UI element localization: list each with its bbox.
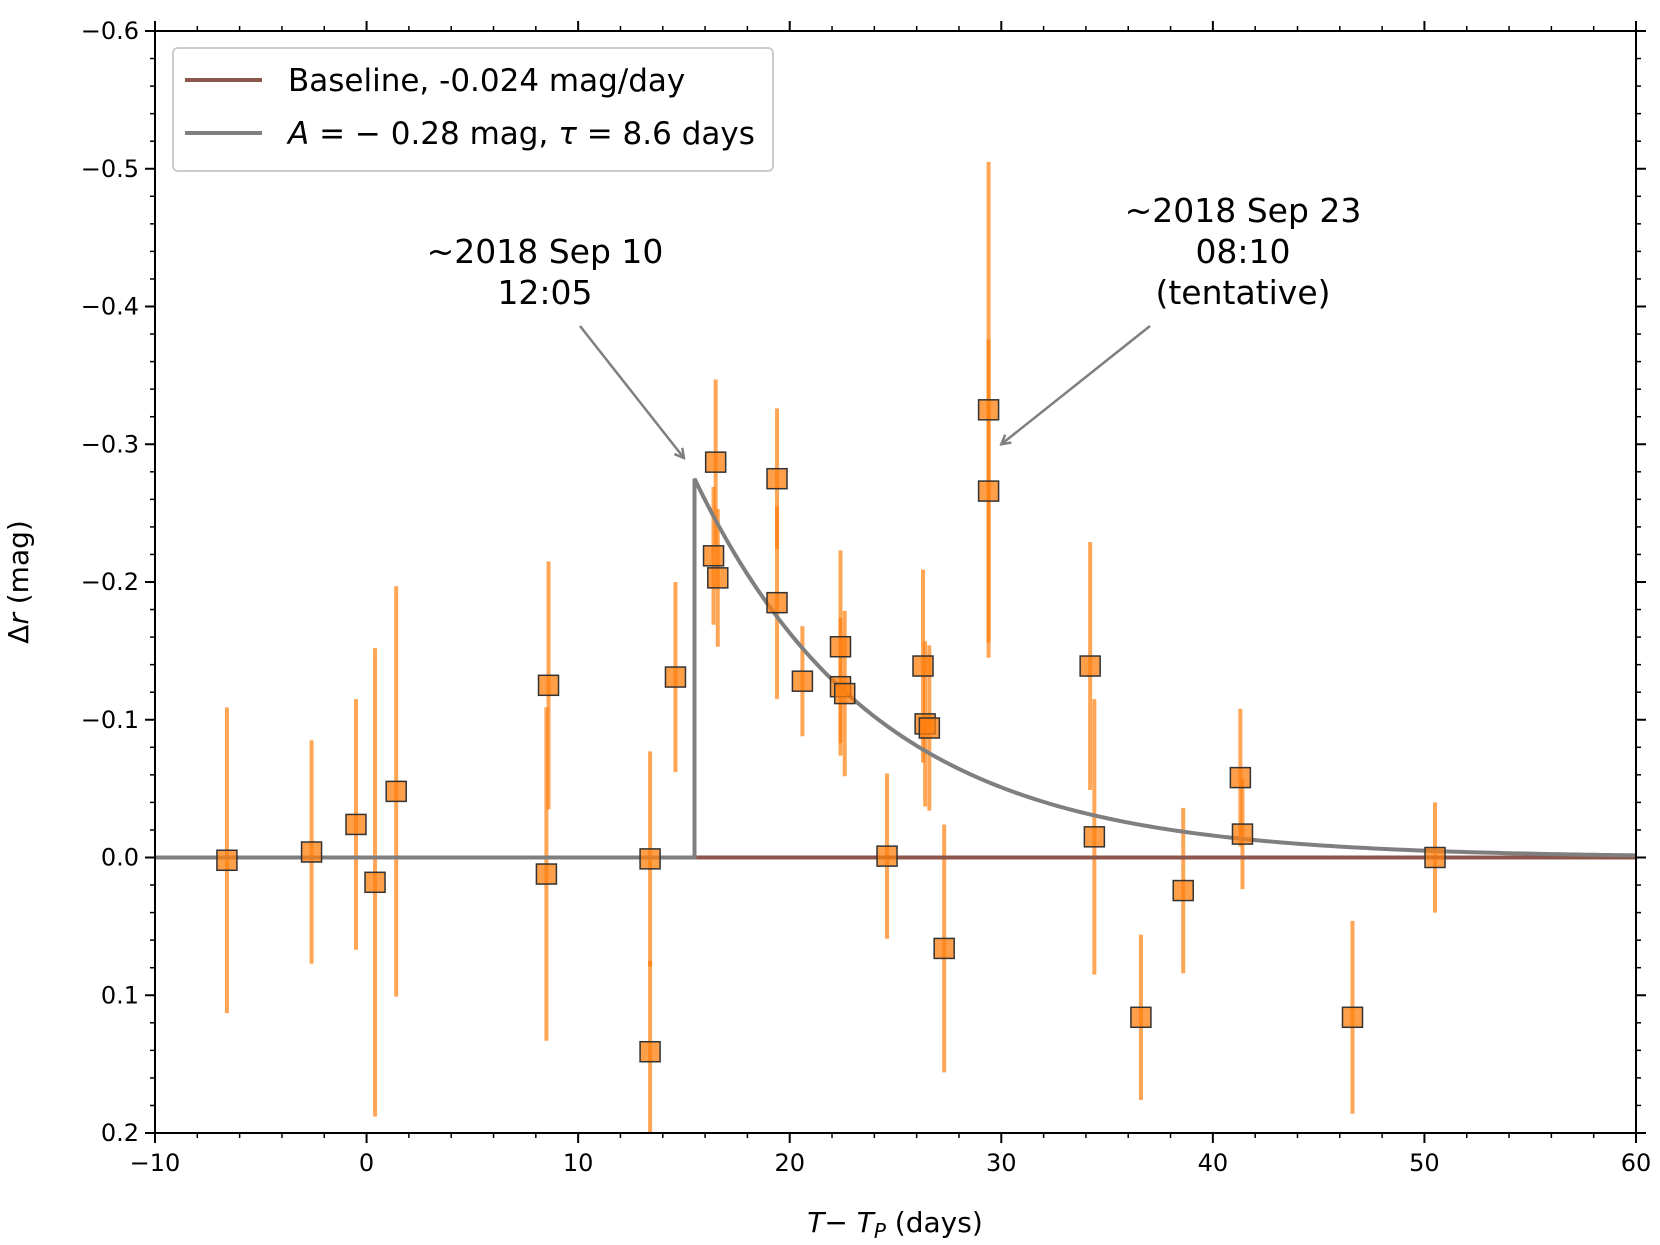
annotation-2-arrow (1001, 325, 1151, 444)
legend-baseline-label: Baseline, -0.024 mag/day (288, 63, 685, 99)
x-tick-label: 60 (1621, 1149, 1652, 1177)
axis-ticks (145, 21, 1646, 1143)
data-point (766, 467, 788, 490)
data-point (216, 849, 238, 872)
data-point (345, 813, 367, 836)
data-point (704, 451, 727, 473)
data-point (977, 480, 1000, 502)
data-point (1083, 826, 1106, 848)
y-tick-label: −0.6 (81, 17, 139, 45)
data-point (300, 841, 323, 863)
x-tick-label: −10 (130, 1149, 181, 1177)
data-point (707, 567, 729, 589)
legend: Baseline, -0.024 mag/day A = − 0.28 mag,… (172, 47, 774, 172)
annotation-flare-sep-10: ~2018 Sep 10 12:05 (427, 232, 684, 458)
x-tick-label: 20 (774, 1149, 805, 1177)
legend-model-label: A = − 0.28 mag, τ = 8.6 days (286, 116, 755, 152)
data-point (639, 1040, 661, 1063)
x-tick-label: 50 (1409, 1149, 1440, 1177)
annotation-2-line-2: 08:10 (1195, 232, 1290, 271)
legend-box (172, 47, 774, 172)
y-tick-labels: −0.6 −0.5 −0.4 −0.3 −0.2 −0.1 0.0 0.1 0.2 (81, 17, 139, 1147)
y-tick-label: −0.1 (81, 706, 139, 734)
y-tick-label: −0.4 (81, 293, 139, 321)
y-axis-label: Δr (mag) (2, 520, 35, 644)
data-point (912, 655, 934, 677)
data-point (364, 871, 386, 894)
data-point (664, 666, 687, 688)
data-point (1341, 1006, 1364, 1029)
data-point (1172, 879, 1194, 902)
data-point (791, 670, 814, 692)
data-point (933, 937, 955, 960)
annotation-2-line-3: (tentative) (1155, 273, 1330, 312)
data-point (977, 399, 1000, 421)
flare-model-curve (155, 477, 1636, 860)
data-markers (216, 399, 1446, 1063)
y-tick-label: 0.2 (101, 1119, 139, 1147)
plot-area (155, 161, 1636, 1133)
y-tick-label: 0.1 (101, 981, 139, 1009)
annotation-1-arrow (579, 325, 684, 458)
annotation-1-line-2: 12:05 (497, 273, 592, 312)
x-tick-label: 40 (1198, 1149, 1229, 1177)
x-tick-labels: −10 0 10 20 30 40 50 60 (130, 1149, 1652, 1177)
x-tick-label: 10 (563, 1149, 594, 1177)
data-point (1229, 766, 1252, 789)
data-point (385, 780, 407, 803)
y-tick-label: −0.5 (81, 155, 139, 183)
data-point (535, 863, 558, 885)
plot-frame (154, 30, 1637, 1134)
data-point (537, 674, 560, 697)
data-point (833, 682, 856, 705)
data-point (1079, 655, 1101, 677)
data-point (918, 717, 941, 739)
annotation-2-line-1: ~2018 Sep 23 (1125, 191, 1362, 230)
x-tick-label: 0 (359, 1149, 374, 1177)
x-axis-label: T− TP (days) (807, 1206, 983, 1243)
data-point (876, 845, 898, 867)
y-tick-label: −0.2 (81, 568, 139, 596)
data-point (766, 591, 788, 614)
y-tick-label: −0.3 (81, 430, 139, 458)
data-point (1130, 1006, 1152, 1029)
data-point (1424, 846, 1446, 869)
annotation-flare-sep-23: ~2018 Sep 23 08:10 (tentative) (1001, 191, 1361, 444)
annotation-1-line-1: ~2018 Sep 10 (427, 232, 664, 271)
data-point (702, 545, 725, 567)
data-point (639, 848, 661, 870)
y-tick-label: 0.0 (101, 844, 139, 872)
x-tick-label: 30 (986, 1149, 1017, 1177)
data-point (829, 635, 852, 658)
data-point (1231, 823, 1254, 845)
